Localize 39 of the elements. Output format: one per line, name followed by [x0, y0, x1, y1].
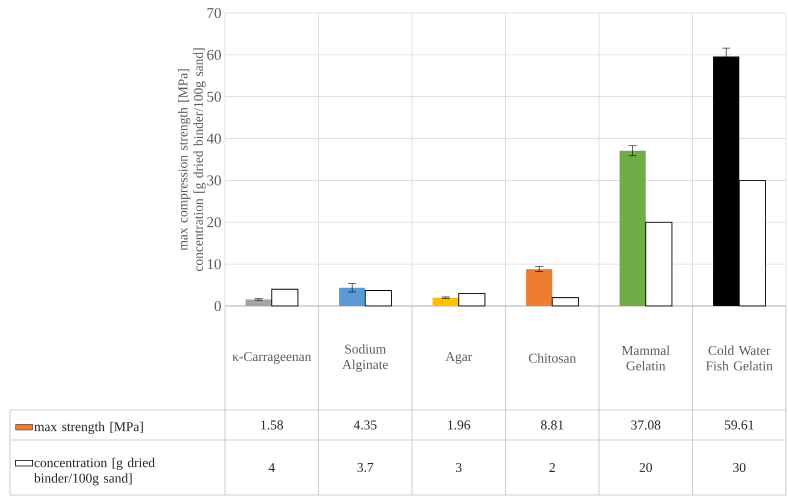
bar — [432, 298, 459, 306]
x-tick-label: κ-Carrageenan — [232, 352, 312, 364]
x-tick-label: Chitosan — [528, 353, 576, 363]
data-label: 1.58 — [261, 420, 284, 430]
bar — [645, 222, 672, 306]
y-tick-label: 0 — [214, 300, 221, 312]
data-label: 4.35 — [354, 420, 376, 430]
bar — [339, 288, 366, 306]
x-tick-label: Mammal Gelatin — [622, 346, 670, 370]
bar — [620, 150, 646, 306]
bar — [246, 299, 272, 306]
bar — [364, 290, 392, 306]
data-label: 8.81 — [541, 420, 564, 430]
bar — [552, 297, 579, 306]
bar — [271, 288, 298, 306]
data-label: 20 — [640, 462, 652, 472]
x-tick-label: Sodium Alginate — [342, 344, 388, 372]
data-label: 30 — [733, 462, 746, 472]
data-label: 3 — [456, 462, 462, 472]
data-label: 2 — [549, 463, 555, 472]
y-tick-label: 10 — [208, 259, 221, 270]
data-label: 1.96 — [448, 420, 470, 430]
data-label: 4 — [268, 463, 275, 472]
bar — [458, 292, 486, 306]
y-tick-label: 40 — [206, 134, 221, 144]
legend-label: max strength [MPa] — [34, 422, 143, 434]
data-label: 59.61 — [724, 420, 754, 430]
data-label: 3.7 — [357, 462, 374, 472]
bar — [526, 269, 552, 306]
x-tick-label: Cold Water Fish Gelatin — [706, 346, 773, 370]
y-tick-label: 20 — [207, 217, 221, 228]
legend-label: concentration [g dried binder/100g sand] — [34, 458, 155, 486]
y-tick-label: 50 — [207, 92, 221, 102]
y-tick-label: 60 — [207, 50, 221, 60]
x-tick-label: Agar — [445, 352, 472, 364]
y-tick-label: 70 — [208, 8, 221, 18]
y-tick-label: 30 — [207, 175, 221, 186]
y-axis-title: max compression strength [MPa] concentration [g dried binder/100g sand] — [178, 48, 206, 272]
data-label: 37.08 — [631, 420, 660, 430]
